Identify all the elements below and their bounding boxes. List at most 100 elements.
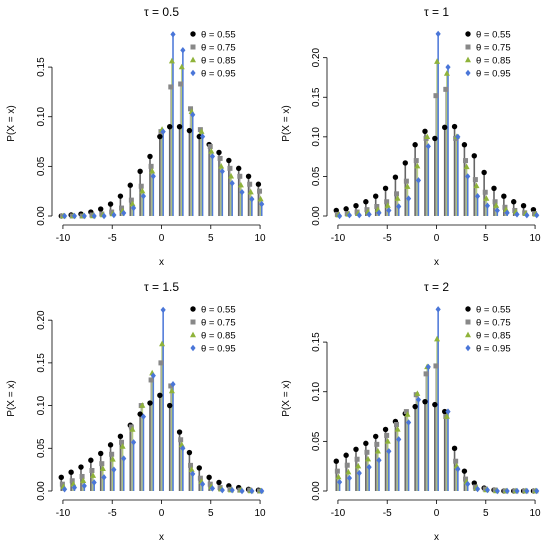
chart-title: τ = 2 [424, 280, 449, 294]
data-point [150, 372, 156, 379]
data-point [473, 182, 480, 189]
data-point [91, 212, 97, 220]
data-point [465, 173, 471, 180]
data-point [99, 465, 106, 471]
data-point [343, 452, 349, 458]
data-point [425, 143, 431, 150]
legend-marker [465, 331, 471, 338]
data-point [129, 426, 136, 432]
data-point [333, 458, 339, 464]
data-point [137, 411, 143, 417]
data-point [363, 199, 369, 205]
data-point [208, 148, 215, 154]
data-point [239, 487, 245, 495]
data-point [484, 202, 491, 209]
data-point [434, 335, 441, 342]
legend-label: θ = 0.55 [476, 30, 511, 41]
data-point [412, 142, 418, 148]
series-points-3 [61, 31, 265, 220]
chart-svg-tau-1: τ = 1 0.00 0.05 0.10 0.15 0.20 -10 -5 0 5 10 x P(X =… [281, 5, 541, 268]
data-point [207, 481, 213, 487]
data-point [451, 445, 458, 452]
data-point [334, 468, 340, 474]
data-point [160, 306, 166, 314]
data-point [376, 209, 382, 217]
y-axis-title: P(X = x) [281, 380, 292, 416]
y-tick-label: 0.20 [36, 310, 47, 330]
data-point [354, 456, 360, 462]
data-point [394, 426, 401, 432]
panel-tau-1-5: τ = 1.5 0.00 0.05 0.10 0.15 0.20 -10 -5 0 5 10 x P(X… [0, 275, 275, 549]
data-point [119, 205, 125, 211]
legend-label: θ = 0.85 [201, 56, 236, 67]
chart-title: τ = 0.5 [144, 5, 179, 19]
data-point [228, 172, 235, 179]
data-point [217, 485, 223, 491]
data-point [443, 70, 450, 76]
data-point [345, 468, 352, 475]
series-stems-0 [335, 126, 535, 216]
data-point [150, 173, 156, 180]
data-point [463, 476, 469, 482]
data-point [463, 158, 469, 164]
data-point [130, 439, 137, 446]
data-point [335, 473, 342, 480]
data-point [404, 411, 411, 417]
data-point [442, 124, 448, 131]
y-axis-title: P(X = x) [6, 105, 17, 141]
y-tick-label: 0.20 [311, 48, 322, 68]
data-point [237, 181, 244, 188]
data-point [461, 468, 468, 474]
x-tick-label: 0 [159, 508, 165, 519]
data-point [168, 387, 175, 394]
legend-label: θ = 0.95 [201, 69, 236, 80]
data-point [346, 212, 353, 219]
data-point [494, 487, 500, 495]
data-point [69, 478, 75, 484]
data-point [197, 127, 203, 133]
legend-marker [465, 344, 471, 352]
data-point [355, 462, 362, 469]
data-point [119, 443, 126, 449]
data-point [68, 469, 74, 475]
data-point [207, 144, 213, 150]
series-stems-1 [336, 365, 496, 491]
legend-marker [190, 56, 196, 63]
data-point [219, 486, 225, 494]
legend-marker [465, 44, 471, 50]
y-tick-label: 0.15 [311, 332, 322, 352]
data-point [382, 426, 389, 433]
data-point [384, 437, 391, 444]
data-point [415, 177, 422, 184]
series-points-3 [61, 306, 265, 495]
y-axis-title: P(X = x) [281, 105, 292, 141]
series-stems-3 [63, 309, 233, 491]
data-point [229, 180, 235, 187]
data-point [219, 168, 225, 175]
data-point [443, 413, 450, 419]
data-point [365, 455, 372, 462]
data-point [257, 188, 263, 194]
data-point [89, 467, 95, 473]
data-point [176, 429, 183, 435]
data-point [196, 465, 202, 471]
data-point [482, 189, 488, 195]
data-point [127, 182, 133, 188]
data-point [170, 381, 176, 388]
data-point [364, 207, 370, 213]
x-tick-label: -10 [56, 508, 71, 519]
data-point [259, 487, 265, 495]
data-point [435, 30, 441, 38]
x-tick-label: 10 [255, 508, 267, 519]
data-point [180, 445, 186, 452]
x-axis-title: x [434, 257, 439, 268]
legend-label: θ = 0.75 [201, 43, 236, 54]
data-point [149, 167, 156, 174]
data-point [404, 183, 411, 189]
legend-label: θ = 0.55 [201, 305, 236, 316]
legend-label: θ = 0.75 [201, 318, 236, 329]
data-point [61, 212, 68, 220]
chart-svg-tau-1-5: τ = 1.5 0.00 0.05 0.10 0.15 0.20 -10 -5 0 5 10 x P(X… [6, 280, 267, 543]
data-point [139, 187, 146, 194]
data-point [435, 306, 441, 313]
